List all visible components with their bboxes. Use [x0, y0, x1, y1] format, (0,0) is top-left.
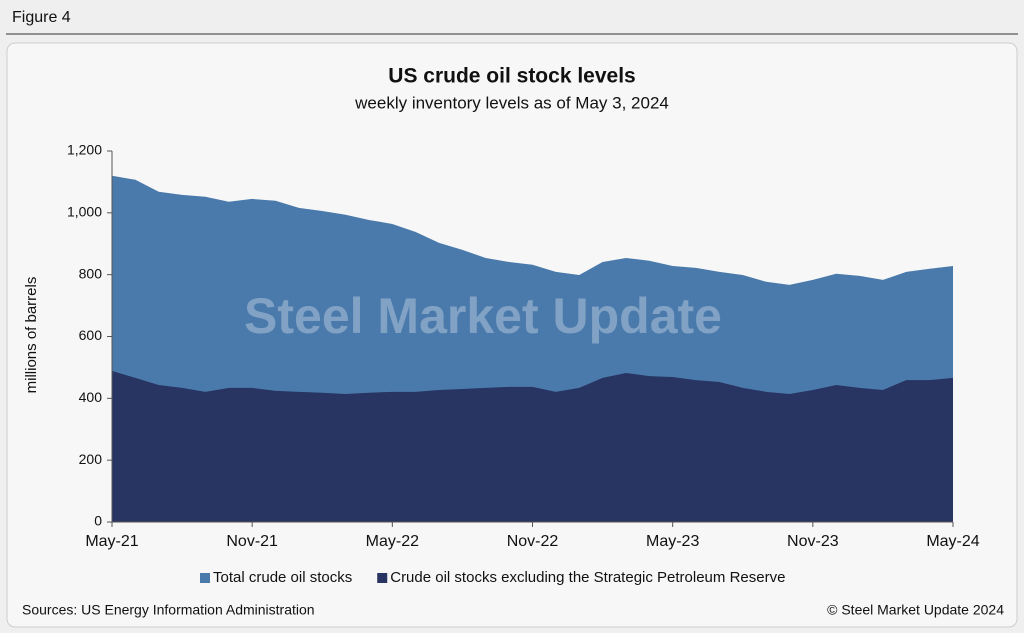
- x-tick-label: Nov-22: [507, 533, 559, 550]
- plot: Steel Market Update 0 200 400 600 800 1,000 1,2…: [67, 142, 980, 586]
- legend-swatch: [200, 573, 210, 583]
- area: [112, 370, 953, 522]
- chart-title: US crude oil stock levels: [388, 65, 635, 88]
- source: Sources: US Energy Information Administr…: [22, 602, 315, 618]
- x-tick-label: May-21: [85, 533, 138, 550]
- legend-label: Crude oil stocks excluding the Strategic…: [390, 569, 785, 586]
- watermark: Steel Market Update: [244, 288, 722, 344]
- y-tick-label: 1,000: [67, 204, 102, 220]
- x-tick-label: May-24: [926, 533, 979, 550]
- legend-label: Total crude oil stocks: [213, 569, 352, 586]
- x-tick-label: Nov-23: [787, 533, 839, 550]
- x-tick-label: Nov-21: [226, 533, 278, 550]
- y-tick-label: 800: [79, 265, 103, 281]
- y-tick-label: 200: [79, 451, 103, 467]
- y-tick-label: 0: [94, 513, 102, 529]
- x-tick-label: May-23: [646, 533, 699, 550]
- y-tick-label: 400: [79, 389, 103, 405]
- copyright: © Steel Market Update 2024: [827, 602, 1004, 618]
- chart-subtitle: weekly inventory levels as of May 3, 202…: [354, 93, 669, 112]
- y-tick-label: 1,200: [67, 142, 102, 158]
- legend-swatch: [377, 573, 388, 583]
- x-tick-label: May-22: [366, 533, 419, 550]
- y-axis-label: millions of barrels: [23, 277, 40, 394]
- figure-label: Figure 4: [12, 9, 71, 26]
- y-tick-label: 600: [79, 327, 103, 343]
